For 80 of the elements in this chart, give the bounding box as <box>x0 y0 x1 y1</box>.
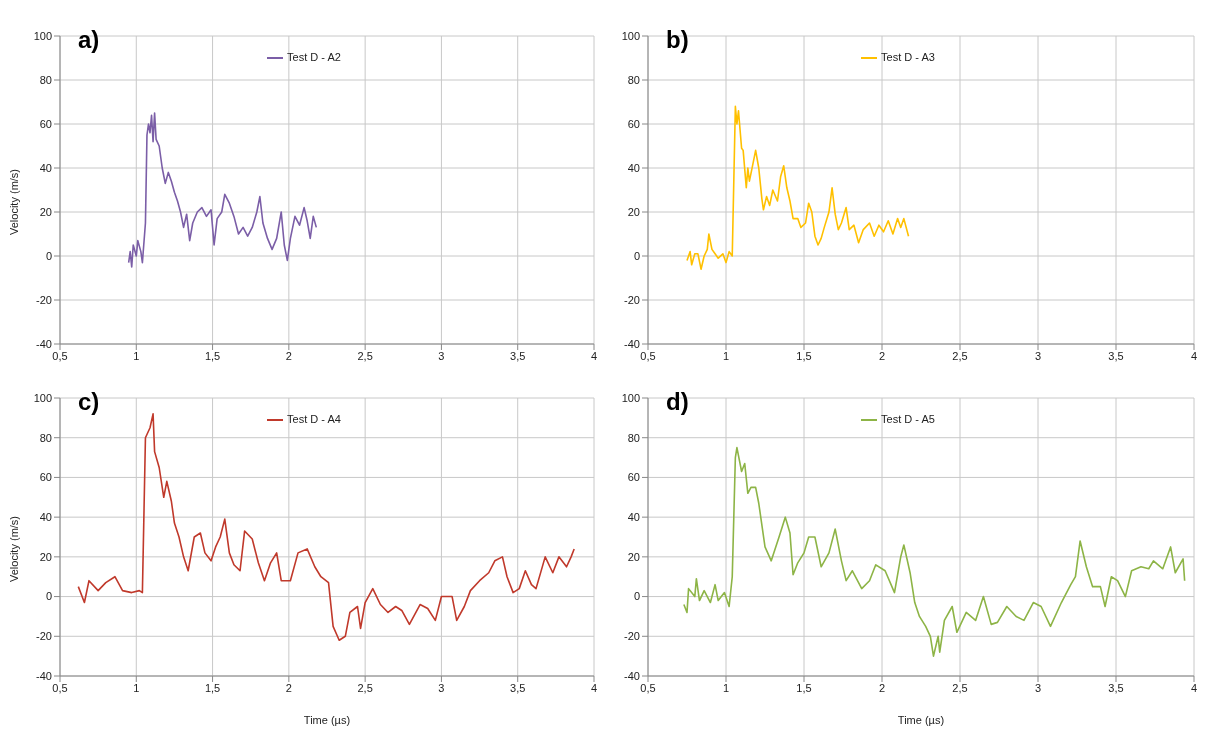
y-tick-label: 0 <box>45 249 52 262</box>
y-tick-label: 100 <box>621 29 640 42</box>
legend-label: Test D - A5 <box>881 412 935 425</box>
x-tick-label: 3 <box>438 349 445 362</box>
x-tick-label: 1 <box>133 349 140 362</box>
y-tick-label: 20 <box>39 205 52 218</box>
y-tick-label: 0 <box>633 249 640 262</box>
x-tick-label: 3,5 <box>1108 349 1124 362</box>
y-tick-label: 0 <box>633 590 640 603</box>
chart-title: d) <box>666 388 689 416</box>
chart-title: a) <box>78 26 100 54</box>
x-tick-label: 4 <box>590 681 598 694</box>
y-tick-label: 40 <box>39 511 52 524</box>
y-tick-label: 0 <box>45 590 52 603</box>
x-tick-label: 2,5 <box>952 349 968 362</box>
x-tick-label: 1,5 <box>796 349 812 362</box>
x-tick-label: 2 <box>285 681 292 694</box>
y-axis-title: Velocity (m/s) <box>7 515 20 582</box>
chart-title: c) <box>78 388 100 416</box>
y-tick-label: -40 <box>624 337 640 350</box>
x-tick-label: 2 <box>285 349 292 362</box>
x-axis-title: Time (µs) <box>303 714 351 726</box>
y-tick-label: -20 <box>36 293 52 306</box>
x-tick-label: 0,5 <box>52 349 68 362</box>
x-tick-label: 1,5 <box>204 681 221 694</box>
x-tick-label: 3 <box>1034 349 1042 362</box>
y-tick-label: 40 <box>39 161 52 174</box>
y-tick-label: 100 <box>33 29 52 42</box>
y-tick-label: 100 <box>33 391 52 404</box>
y-tick-label: 80 <box>39 73 52 86</box>
legend-label: Test D - A2 <box>287 50 341 63</box>
y-tick-label: 40 <box>627 161 640 174</box>
y-tick-label: 60 <box>39 471 52 484</box>
y-tick-label: 100 <box>621 391 640 404</box>
x-tick-label: 1 <box>133 681 140 694</box>
x-axis-title: Time (µs) <box>897 714 945 726</box>
x-tick-label: 2,5 <box>357 349 373 362</box>
x-tick-label: 3 <box>438 681 445 694</box>
line-series <box>683 446 1186 657</box>
y-tick-label: 60 <box>39 117 52 130</box>
x-tick-label: 2 <box>878 681 886 694</box>
line-series <box>127 112 318 268</box>
x-tick-label: 2,5 <box>357 681 373 694</box>
x-tick-label: 4 <box>590 349 598 362</box>
y-axis-title: Velocity (m/s) <box>7 168 20 235</box>
x-tick-label: 0,5 <box>640 349 656 362</box>
y-tick-label: -40 <box>36 669 52 682</box>
y-tick-label: 80 <box>39 431 52 444</box>
x-tick-label: 1,5 <box>796 681 812 694</box>
y-tick-label: 20 <box>627 550 640 563</box>
x-tick-label: 3 <box>1034 681 1042 694</box>
x-tick-label: 2,5 <box>952 681 968 694</box>
x-tick-label: 2 <box>878 349 886 362</box>
y-tick-label: 20 <box>627 205 640 218</box>
x-tick-label: 3,5 <box>510 681 526 694</box>
x-tick-label: 1 <box>722 681 730 694</box>
y-tick-label: 80 <box>627 73 640 86</box>
y-tick-label: -40 <box>36 337 52 350</box>
y-tick-label: -20 <box>624 630 640 643</box>
y-tick-label: -20 <box>36 630 52 643</box>
y-tick-label: 20 <box>39 550 52 563</box>
chart-title: b) <box>666 26 689 54</box>
y-tick-label: -40 <box>624 669 640 682</box>
x-tick-label: 4 <box>1190 349 1198 362</box>
legend-label: Test D - A3 <box>881 50 935 63</box>
x-tick-label: 3,5 <box>1108 681 1124 694</box>
y-tick-label: 60 <box>627 471 640 484</box>
y-tick-label: 40 <box>627 511 640 524</box>
y-tick-label: 60 <box>627 117 640 130</box>
x-tick-label: 1 <box>722 349 730 362</box>
x-tick-label: 0,5 <box>52 681 68 694</box>
line-series <box>686 105 910 270</box>
y-tick-label: -20 <box>624 293 640 306</box>
x-tick-label: 4 <box>1190 681 1198 694</box>
x-tick-label: 0,5 <box>640 681 656 694</box>
x-tick-label: 3,5 <box>510 349 526 362</box>
x-tick-label: 1,5 <box>204 349 221 362</box>
line-series <box>77 413 575 642</box>
legend-label: Test D - A4 <box>287 412 341 425</box>
y-tick-label: 80 <box>627 431 640 444</box>
